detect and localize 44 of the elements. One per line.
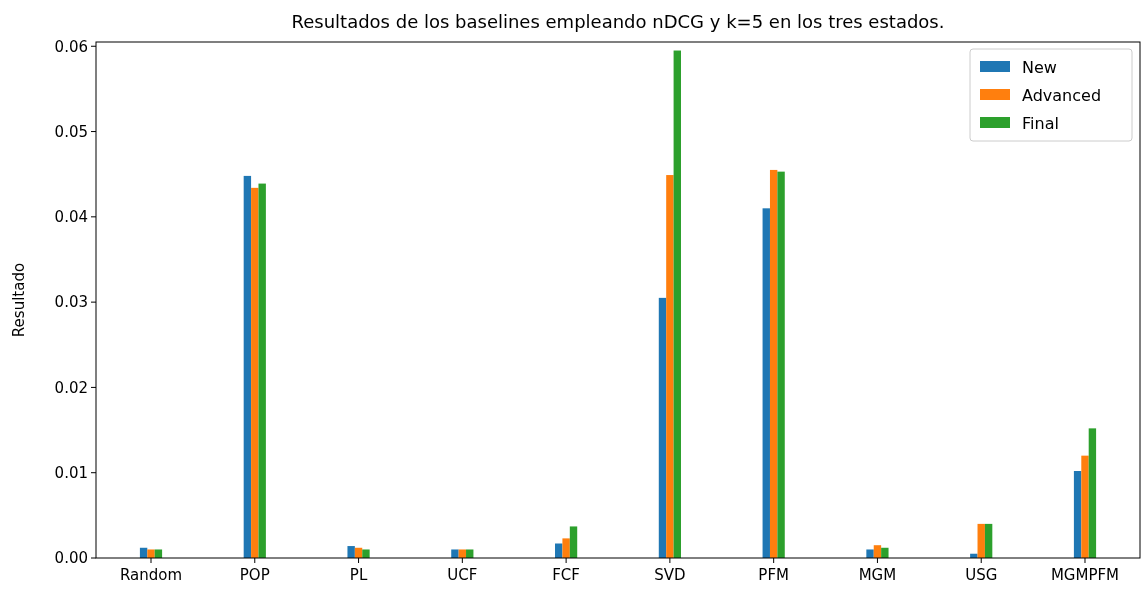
bar	[866, 549, 874, 558]
y-tick-label: 0.03	[54, 293, 88, 312]
bar	[977, 523, 985, 558]
bar	[1081, 455, 1089, 558]
bar	[666, 175, 674, 558]
bar	[769, 169, 778, 558]
bar	[1073, 471, 1082, 558]
bar	[777, 171, 785, 558]
bar	[362, 549, 370, 558]
x-tick-label: MGM	[858, 566, 897, 584]
bar	[451, 549, 459, 558]
legend-label: Advanced	[1022, 85, 1102, 105]
chart-title: Resultados de los baselines empleando nDCG y k=5 en los tres estados.	[291, 11, 945, 32]
bar	[569, 526, 578, 558]
x-tick-label: FCF	[552, 566, 580, 584]
bar	[243, 175, 252, 558]
y-tick-label: 0.01	[54, 463, 88, 482]
legend-label: New	[1022, 57, 1057, 77]
x-tick-label: UCF	[447, 566, 478, 584]
bar	[347, 546, 355, 558]
bar	[881, 547, 889, 558]
bar	[562, 538, 570, 558]
x-tick-label: USG	[965, 566, 998, 584]
bar	[762, 208, 770, 558]
y-tick-label: 0.05	[54, 122, 88, 141]
x-tick-label: POP	[239, 566, 270, 584]
bar	[258, 183, 266, 558]
bar	[673, 50, 681, 558]
x-tick-label: MGMPFM	[1050, 566, 1120, 584]
x-tick-label: SVD	[654, 566, 686, 584]
bar	[251, 187, 259, 558]
bar	[658, 297, 667, 558]
y-tick-label: 0.02	[54, 378, 88, 397]
bar	[147, 549, 155, 558]
y-tick-label: 0.00	[54, 549, 88, 568]
legend-label: Final	[1022, 113, 1059, 133]
y-tick-label: 0.04	[54, 208, 88, 227]
x-tick-label: PFM	[758, 566, 789, 584]
x-tick-label: PL	[349, 566, 368, 584]
bar	[1088, 428, 1097, 558]
x-tick-label: Random	[119, 566, 183, 584]
y-axis-title: Resultado	[10, 262, 28, 338]
y-tick-label: 0.06	[54, 37, 88, 56]
bar	[984, 523, 993, 558]
